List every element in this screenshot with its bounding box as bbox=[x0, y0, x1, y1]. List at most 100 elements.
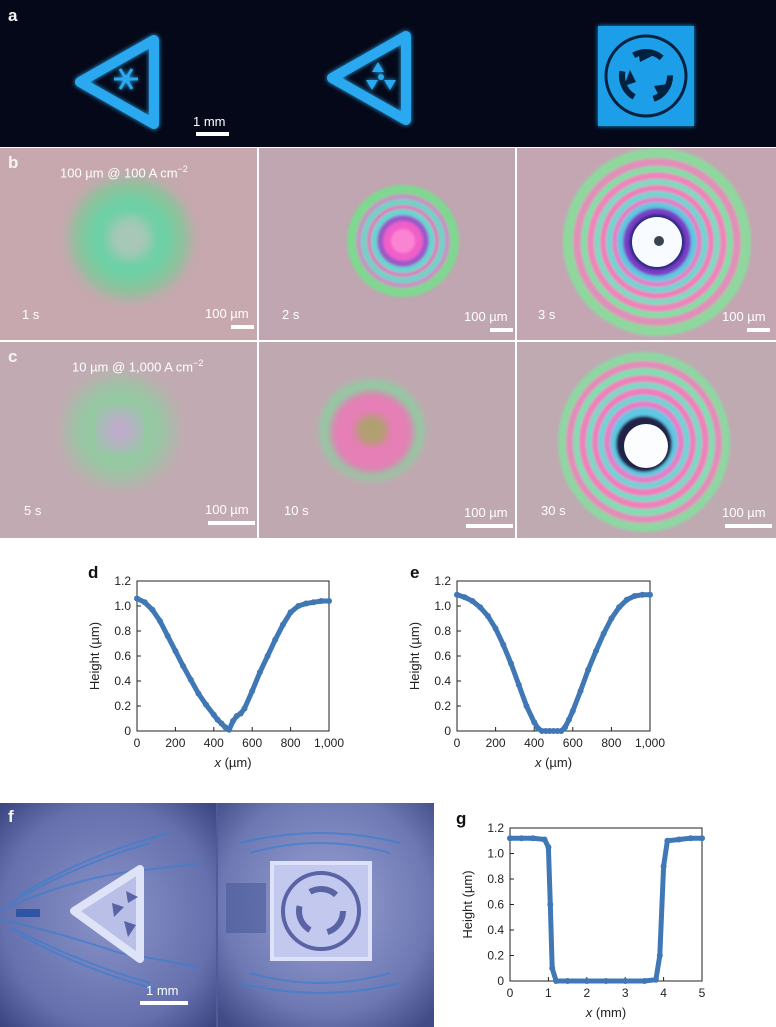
chart-d-data-point bbox=[310, 599, 317, 606]
chart-d-data-point bbox=[203, 701, 210, 708]
panel-c-scale-label-1: 100 µm bbox=[205, 502, 249, 517]
panel-a-scale-bar bbox=[196, 132, 229, 136]
chart-d-data-point bbox=[241, 705, 248, 712]
chart-d-data-point bbox=[149, 606, 156, 613]
chart-e-data-point bbox=[623, 596, 630, 603]
chart-g-data-point bbox=[564, 978, 571, 984]
chart-g-xtick-label: 1 bbox=[545, 986, 552, 1000]
chart-d-data-point bbox=[157, 618, 163, 624]
chart-d-data-point bbox=[287, 609, 294, 616]
chart-e-data-point bbox=[531, 719, 538, 726]
panel-c-scale-label-3: 100 µm bbox=[722, 505, 766, 520]
chart-e-data-point bbox=[535, 725, 542, 732]
chart-g-data-point bbox=[518, 835, 525, 842]
chart-g-data-point bbox=[656, 952, 663, 959]
panel-b-condition: 100 µm @ 100 A cm−2 bbox=[60, 164, 188, 180]
chart-g-data-point bbox=[549, 965, 556, 972]
chart-e-data-point bbox=[616, 604, 623, 611]
chart-d-ytick-label: 0.4 bbox=[114, 674, 131, 688]
chart-d-data-point bbox=[318, 598, 325, 604]
chart-e-ytick-label: 0 bbox=[444, 724, 451, 738]
chart-g-ytick-label: 0.4 bbox=[487, 923, 504, 937]
chart-e-data-point bbox=[585, 666, 592, 673]
chart-d-data-point bbox=[226, 726, 233, 733]
chart-e-series-line bbox=[454, 592, 653, 734]
chart-e-ytick-label: 0.4 bbox=[434, 674, 451, 688]
chart-e-data-point bbox=[508, 660, 514, 667]
panel-b: b 100 µm @ 100 A cm−2 1 s 2 s 3 s 100 µm… bbox=[0, 148, 776, 340]
chart-d-data-point bbox=[172, 648, 179, 654]
chart-g-data-point bbox=[547, 901, 554, 908]
chart-g-data-point bbox=[641, 978, 648, 984]
panel-c-scale-bar-1 bbox=[208, 521, 255, 525]
panel-b-label: b bbox=[8, 153, 19, 172]
chart-e-xtick-label: 800 bbox=[601, 736, 621, 750]
panel-b-scale-bar-2 bbox=[490, 328, 513, 332]
panel-a: a 1 mm bbox=[0, 0, 776, 147]
chart-d-data-point bbox=[272, 636, 279, 643]
chart-e-xtick-label: 200 bbox=[486, 736, 506, 750]
chart-d-data-point bbox=[210, 711, 217, 718]
chart-e-ytick-label: 0.8 bbox=[434, 624, 451, 638]
chart-d-xlabel-var: x bbox=[213, 755, 221, 770]
panel-f-image-trefoil bbox=[0, 803, 216, 1027]
panel-f-label: f bbox=[8, 807, 14, 826]
recycle-square-pattern bbox=[598, 26, 694, 126]
chart-g-data-point bbox=[545, 844, 552, 851]
chart-d-xtick-label: 1,000 bbox=[314, 736, 344, 750]
panel-c-image-30s bbox=[517, 342, 776, 538]
chart-d-ytick-label: 1.2 bbox=[114, 574, 131, 588]
panel-c-condition: 10 µm @ 1,000 A cm−2 bbox=[72, 358, 203, 374]
chart-d-ytick-label: 0.6 bbox=[114, 649, 131, 663]
panel-f: f 1 mm bbox=[0, 803, 434, 1027]
chart-d-ytick-label: 0 bbox=[124, 724, 131, 738]
chart-d-ytick-label: 0.2 bbox=[114, 699, 131, 713]
chart-d-ytick-label: 0.8 bbox=[114, 624, 131, 638]
panel-d-label: d bbox=[88, 563, 99, 582]
chart-d-data-point bbox=[141, 599, 148, 606]
panel-b-time-3: 3 s bbox=[538, 307, 556, 322]
chart-e-data-point bbox=[500, 641, 507, 648]
panel-b-scale-bar-3 bbox=[747, 328, 770, 332]
panel-a-label: a bbox=[8, 6, 18, 25]
chart-d-data-point bbox=[187, 676, 194, 683]
panel-c-image-5s bbox=[0, 342, 257, 538]
panel-c: c 10 µm @ 1,000 A cm−2 5 s 10 s 30 s 100… bbox=[0, 342, 776, 538]
chart-e-data-point bbox=[546, 728, 553, 734]
chart-g-series-line bbox=[507, 835, 705, 984]
panel-c-time-1: 5 s bbox=[24, 503, 42, 518]
panel-f-images bbox=[0, 803, 434, 1027]
chart-g-ytick-label: 0.8 bbox=[487, 872, 504, 886]
panel-c-scale-label-2: 100 µm bbox=[464, 505, 508, 520]
chart-g-xlabel-unit: (mm) bbox=[592, 1005, 626, 1020]
chart-e-xtick-label: 0 bbox=[454, 736, 461, 750]
chart-e-data-point bbox=[593, 648, 599, 654]
chart-e-xtick-label: 600 bbox=[563, 736, 583, 750]
chart-e-data-point bbox=[538, 728, 545, 734]
chart-g-data-point bbox=[687, 835, 694, 842]
chart-e-frame bbox=[456, 580, 651, 732]
panel-f-image-recycle bbox=[218, 803, 434, 1027]
chart-e-xlabel: x (µm) bbox=[534, 755, 572, 770]
panel-c-time-3: 30 s bbox=[541, 503, 566, 518]
chart-e-data-point bbox=[569, 708, 576, 714]
chart-e-data-point bbox=[562, 724, 569, 731]
chart-g-data-point bbox=[660, 863, 667, 870]
chart-e-ytick-label: 0.6 bbox=[434, 649, 451, 663]
chart-e-data-point bbox=[577, 688, 584, 694]
chart-g-data-point bbox=[664, 837, 671, 844]
chart-e-data-point bbox=[477, 604, 484, 611]
chart-g-xlabel: x (mm) bbox=[585, 1005, 626, 1020]
chart-e-xtick-label: 400 bbox=[524, 736, 544, 750]
chart-d-ytick-label: 1.0 bbox=[114, 599, 131, 613]
chart-d-data-point bbox=[326, 598, 332, 604]
chart-g-data-point bbox=[530, 835, 536, 842]
chart-e-xlabel-var: x bbox=[534, 755, 542, 770]
chart-g-xtick-label: 2 bbox=[583, 986, 590, 1000]
chart-d-frame bbox=[136, 580, 330, 732]
chart-g-xtick-label: 5 bbox=[699, 986, 706, 1000]
chart-g-ytick-label: 1.2 bbox=[487, 821, 504, 835]
panel-b-images bbox=[0, 148, 776, 340]
chart-g-data-point bbox=[699, 835, 705, 842]
panel-b-condition-text: 100 µm @ 100 A cm bbox=[60, 165, 178, 181]
